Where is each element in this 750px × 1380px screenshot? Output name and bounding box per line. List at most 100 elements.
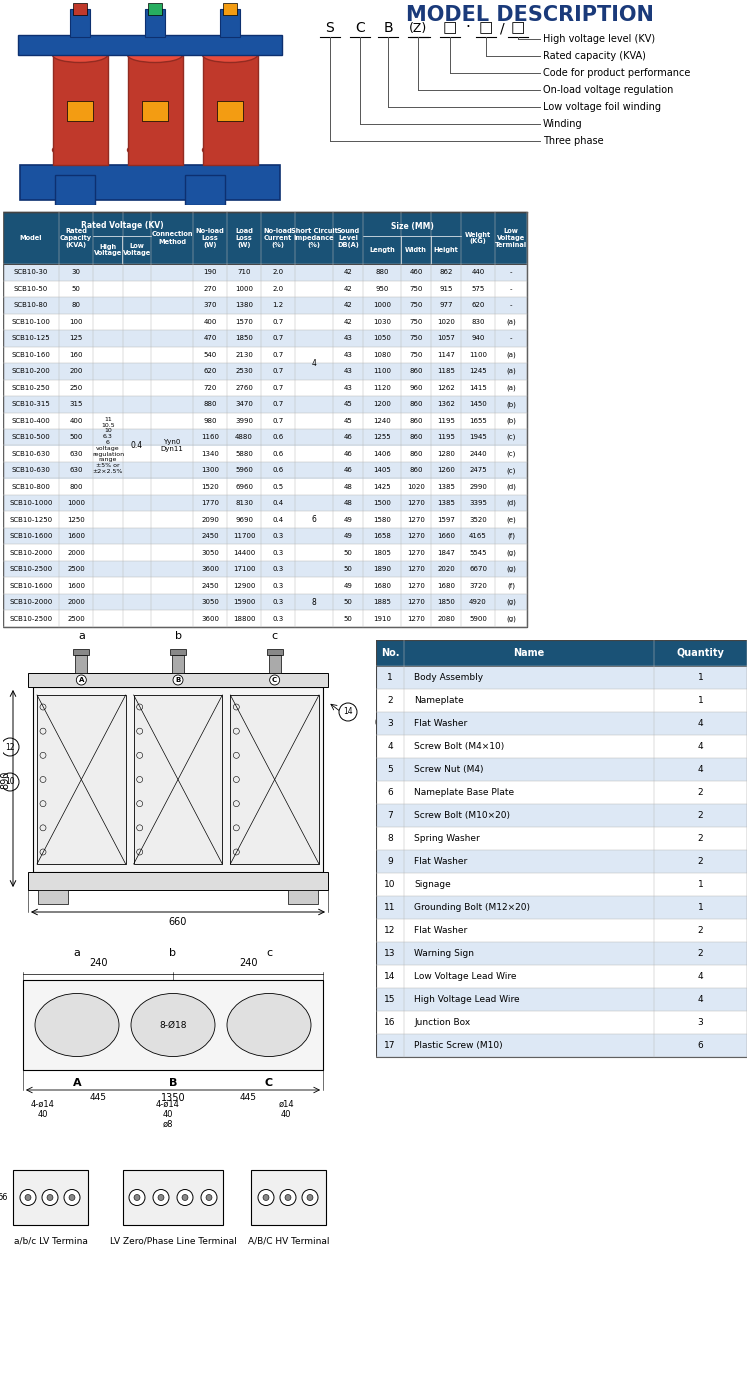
Text: 880: 880: [203, 402, 217, 407]
Bar: [3, 610, 527, 627]
Text: 46: 46: [344, 451, 352, 457]
Text: Flat Washer: Flat Washer: [414, 719, 467, 729]
Text: 0.3: 0.3: [272, 599, 284, 606]
Text: 5880: 5880: [235, 451, 253, 457]
Text: Rated capacity (KVA): Rated capacity (KVA): [543, 51, 646, 61]
Text: 1945: 1945: [470, 435, 487, 440]
Bar: [403, 682, 603, 903]
Text: 750: 750: [410, 352, 423, 357]
Text: 200: 200: [69, 368, 82, 374]
Text: a: a: [74, 948, 80, 958]
Text: Size (MM): Size (MM): [391, 222, 433, 230]
Text: □: □: [478, 19, 494, 34]
Text: 8: 8: [312, 598, 316, 607]
Text: 3395: 3395: [469, 501, 487, 506]
Text: 890: 890: [0, 770, 10, 789]
Text: 890: 890: [666, 778, 676, 796]
Text: 2000: 2000: [67, 549, 85, 556]
Text: 3600: 3600: [201, 566, 219, 573]
Text: 80: 80: [71, 302, 80, 308]
Bar: [603, 693, 638, 759]
Text: 50: 50: [344, 549, 352, 556]
Text: 8: 8: [387, 834, 393, 843]
Text: Sound
Level
DB(A): Sound Level DB(A): [337, 228, 359, 248]
Text: 710: 710: [237, 269, 250, 275]
Text: 240: 240: [238, 958, 257, 967]
Text: 1057: 1057: [437, 335, 455, 341]
Circle shape: [270, 675, 280, 684]
Text: 0.7: 0.7: [272, 385, 284, 391]
Circle shape: [629, 644, 647, 662]
Text: 2: 2: [698, 811, 703, 820]
Text: B: B: [176, 678, 181, 683]
Text: (c): (c): [506, 433, 516, 440]
Text: -: -: [510, 269, 512, 275]
Text: 388: 388: [544, 651, 562, 662]
Text: Three phase: Three phase: [543, 137, 604, 146]
Bar: [170, 649, 186, 655]
Text: 46: 46: [344, 468, 352, 473]
Bar: [3, 429, 527, 446]
Text: 4: 4: [387, 742, 393, 751]
Text: SCB10-630: SCB10-630: [11, 468, 50, 473]
Bar: [3, 529, 527, 545]
Text: 12: 12: [384, 926, 396, 936]
Text: 4920: 4920: [470, 599, 487, 606]
Text: 460: 460: [410, 269, 423, 275]
Text: 4: 4: [698, 995, 703, 1005]
Text: Spring Washer: Spring Washer: [414, 834, 480, 843]
Text: No-load
Loss
(W): No-load Loss (W): [196, 228, 224, 248]
Text: 49: 49: [344, 582, 352, 589]
Text: 0.7: 0.7: [272, 319, 284, 324]
Text: 17: 17: [723, 718, 733, 726]
Text: Rated
Capacity
(KVA): Rated Capacity (KVA): [60, 228, 92, 248]
Text: (b): (b): [506, 402, 516, 407]
Text: High Voltage Lead Wire: High Voltage Lead Wire: [414, 995, 520, 1005]
Bar: [145, 10, 165, 37]
Text: 2: 2: [698, 949, 703, 958]
Circle shape: [177, 1190, 193, 1206]
Circle shape: [173, 675, 183, 684]
Text: Plastic Screw (M10): Plastic Screw (M10): [414, 1041, 503, 1050]
Text: 860: 860: [410, 451, 423, 457]
Text: 3050: 3050: [201, 549, 219, 556]
Circle shape: [25, 1195, 31, 1201]
Circle shape: [307, 1195, 313, 1201]
Text: Model: Model: [20, 235, 42, 242]
Text: High
Voltage: High Voltage: [94, 243, 122, 257]
Bar: [376, 781, 747, 805]
Bar: [268, 656, 280, 673]
Text: 1: 1: [698, 673, 703, 682]
Text: 860: 860: [410, 435, 423, 440]
Text: 49: 49: [344, 516, 352, 523]
Text: 11
10.5
10
6.3
6
voltage
regulation
range
±5% or
±2×2.5%: 11 10.5 10 6.3 6 voltage regulation rang…: [92, 417, 124, 475]
Circle shape: [258, 1190, 274, 1206]
Text: Low
Voltage: Low Voltage: [123, 243, 151, 257]
Text: 1885: 1885: [373, 599, 391, 606]
Text: 1147: 1147: [437, 352, 455, 357]
Text: 6: 6: [311, 515, 316, 524]
Text: 1245: 1245: [470, 368, 487, 374]
Circle shape: [42, 1190, 58, 1206]
Text: SCB10-250: SCB10-250: [12, 385, 50, 391]
Text: 2130: 2130: [235, 352, 253, 357]
Text: 1385: 1385: [437, 484, 455, 490]
Bar: [376, 640, 747, 667]
Text: 42: 42: [344, 269, 352, 275]
Bar: [3, 512, 527, 529]
Text: 1020: 1020: [437, 319, 455, 324]
Text: □: □: [442, 19, 458, 34]
Bar: [3, 346, 527, 363]
Text: 0.7: 0.7: [272, 335, 284, 341]
Text: SCB10-160: SCB10-160: [11, 352, 50, 357]
Text: C: C: [356, 21, 364, 34]
Text: 1380: 1380: [235, 302, 253, 308]
Bar: [3, 462, 527, 479]
Text: (g): (g): [506, 549, 516, 556]
Text: 5545: 5545: [470, 549, 487, 556]
Text: 1405: 1405: [374, 468, 391, 473]
Text: 4: 4: [311, 359, 316, 367]
Text: 1910: 1910: [373, 615, 391, 622]
Text: No.: No.: [381, 649, 399, 658]
Text: 1415: 1415: [470, 385, 487, 391]
